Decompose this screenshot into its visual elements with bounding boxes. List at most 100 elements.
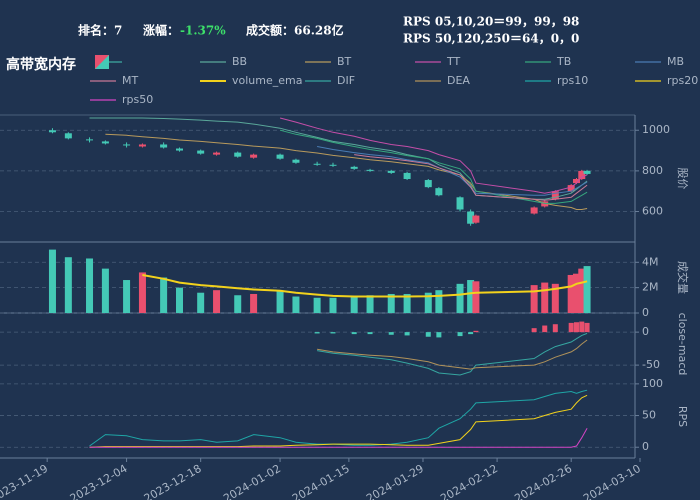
- turnover: 成交额：66.28亿: [246, 23, 344, 38]
- candle-body: [583, 170, 591, 174]
- x-tick-label: 2024-01-29: [364, 462, 426, 500]
- line-series: [105, 133, 588, 210]
- macd-bar: [425, 332, 431, 337]
- volume-bar: [292, 296, 300, 313]
- line-series: [89, 394, 588, 448]
- legend-label: volume_ema: [232, 74, 302, 87]
- macd-bar: [367, 332, 373, 335]
- rps-short: RPS 05,10,20＝99，99，98: [403, 15, 579, 29]
- candle-body: [313, 163, 321, 165]
- y-tick-label: 600: [642, 205, 663, 218]
- candle-body: [276, 154, 284, 159]
- candle-body: [578, 170, 586, 180]
- macd-bar: [473, 330, 479, 333]
- candle-body: [123, 144, 131, 146]
- volume-bar: [86, 258, 94, 313]
- macd-bar: [404, 332, 410, 336]
- x-tick-label: 2023-11-19: [0, 462, 50, 500]
- change: -1.37%: [180, 24, 226, 38]
- volume-bar: [197, 292, 205, 313]
- y-axis-label: RPS: [676, 406, 689, 427]
- candle-body: [64, 133, 72, 139]
- candle-body: [572, 179, 580, 184]
- legend-label: MB: [667, 55, 684, 68]
- macd-bar: [531, 328, 537, 333]
- line-series: [317, 339, 588, 370]
- volume-bar: [472, 281, 480, 313]
- candle-body: [197, 150, 205, 154]
- volume-bar: [583, 266, 591, 313]
- line-series: [89, 427, 588, 448]
- y-axis-label: close-macd: [676, 313, 689, 376]
- macd-bar: [542, 325, 548, 333]
- candle-body: [138, 144, 146, 147]
- volume-bar: [424, 292, 432, 313]
- rps-long: RPS 50,120,250＝64，0，0: [403, 32, 579, 46]
- volume-bar: [467, 280, 475, 313]
- x-tick-label: 2023-12-18: [142, 462, 204, 500]
- volume-bar: [234, 295, 242, 313]
- candle-body: [387, 170, 395, 173]
- x-tick-label: 2024-01-15: [290, 462, 352, 500]
- line-series: [89, 389, 588, 447]
- y-tick-label: 100: [642, 377, 663, 390]
- line-series: [317, 146, 588, 196]
- y-tick-label: 0: [642, 306, 649, 319]
- macd-bar: [584, 322, 590, 333]
- y-tick-label: -50: [642, 358, 660, 371]
- candle-body: [530, 207, 538, 214]
- volume-bar: [387, 293, 395, 313]
- candle-body: [435, 188, 443, 196]
- macd-bar: [552, 324, 558, 333]
- candle-body: [567, 185, 575, 192]
- y-axis-label: 成交量: [676, 261, 690, 294]
- volume-bar: [366, 295, 374, 313]
- legend-label: DIF: [337, 74, 355, 87]
- volume-bar: [160, 277, 168, 313]
- macd-bar: [468, 332, 474, 335]
- legend-label: rps20: [667, 74, 698, 87]
- legend-label: DEA: [447, 74, 470, 87]
- legend-label: MT: [122, 74, 138, 87]
- volume-bar: [541, 282, 549, 313]
- line-series: [279, 117, 588, 194]
- volume-bar: [213, 290, 221, 313]
- candle-body: [329, 164, 337, 166]
- candle-body: [160, 144, 168, 148]
- y-tick-label: 0: [642, 325, 649, 338]
- x-tick-label: 2024-02-12: [438, 462, 500, 500]
- x-tick-label: 2023-12-04: [68, 462, 130, 500]
- x-tick-label: 2024-03-10: [581, 462, 643, 500]
- volume-bar: [578, 268, 586, 313]
- macd-bar: [351, 332, 357, 335]
- volume-bar: [101, 268, 109, 313]
- line-series: [279, 129, 588, 204]
- volume-bar: [64, 257, 72, 313]
- volume-bar: [329, 297, 337, 313]
- candle-body: [551, 191, 559, 200]
- y-tick-label: 2M: [642, 281, 659, 294]
- legend-label: rps50: [122, 93, 153, 106]
- x-tick-label: 2024-02-26: [512, 462, 574, 500]
- legend-label: BT: [337, 55, 352, 68]
- volume-bar: [350, 296, 358, 313]
- candle-body: [403, 172, 411, 180]
- macd-bar: [388, 332, 394, 335]
- candle-body: [234, 152, 242, 157]
- x-tick-label: 2024-01-02: [221, 462, 283, 500]
- y-tick-label: 800: [642, 164, 663, 177]
- volume-bar: [176, 287, 183, 313]
- y-tick-label: 1000: [642, 123, 670, 136]
- y-axis-label: 股价: [676, 168, 689, 190]
- rank: 排名：7: [78, 23, 122, 38]
- candle-body: [456, 197, 464, 210]
- volume-bar: [276, 291, 284, 313]
- macd-bar: [573, 322, 579, 333]
- volume-bar: [138, 272, 146, 313]
- candle-body: [213, 152, 221, 155]
- candle-body: [350, 166, 358, 169]
- candle-body: [467, 211, 475, 224]
- y-tick-label: 0: [642, 440, 649, 453]
- line-series: [317, 332, 588, 376]
